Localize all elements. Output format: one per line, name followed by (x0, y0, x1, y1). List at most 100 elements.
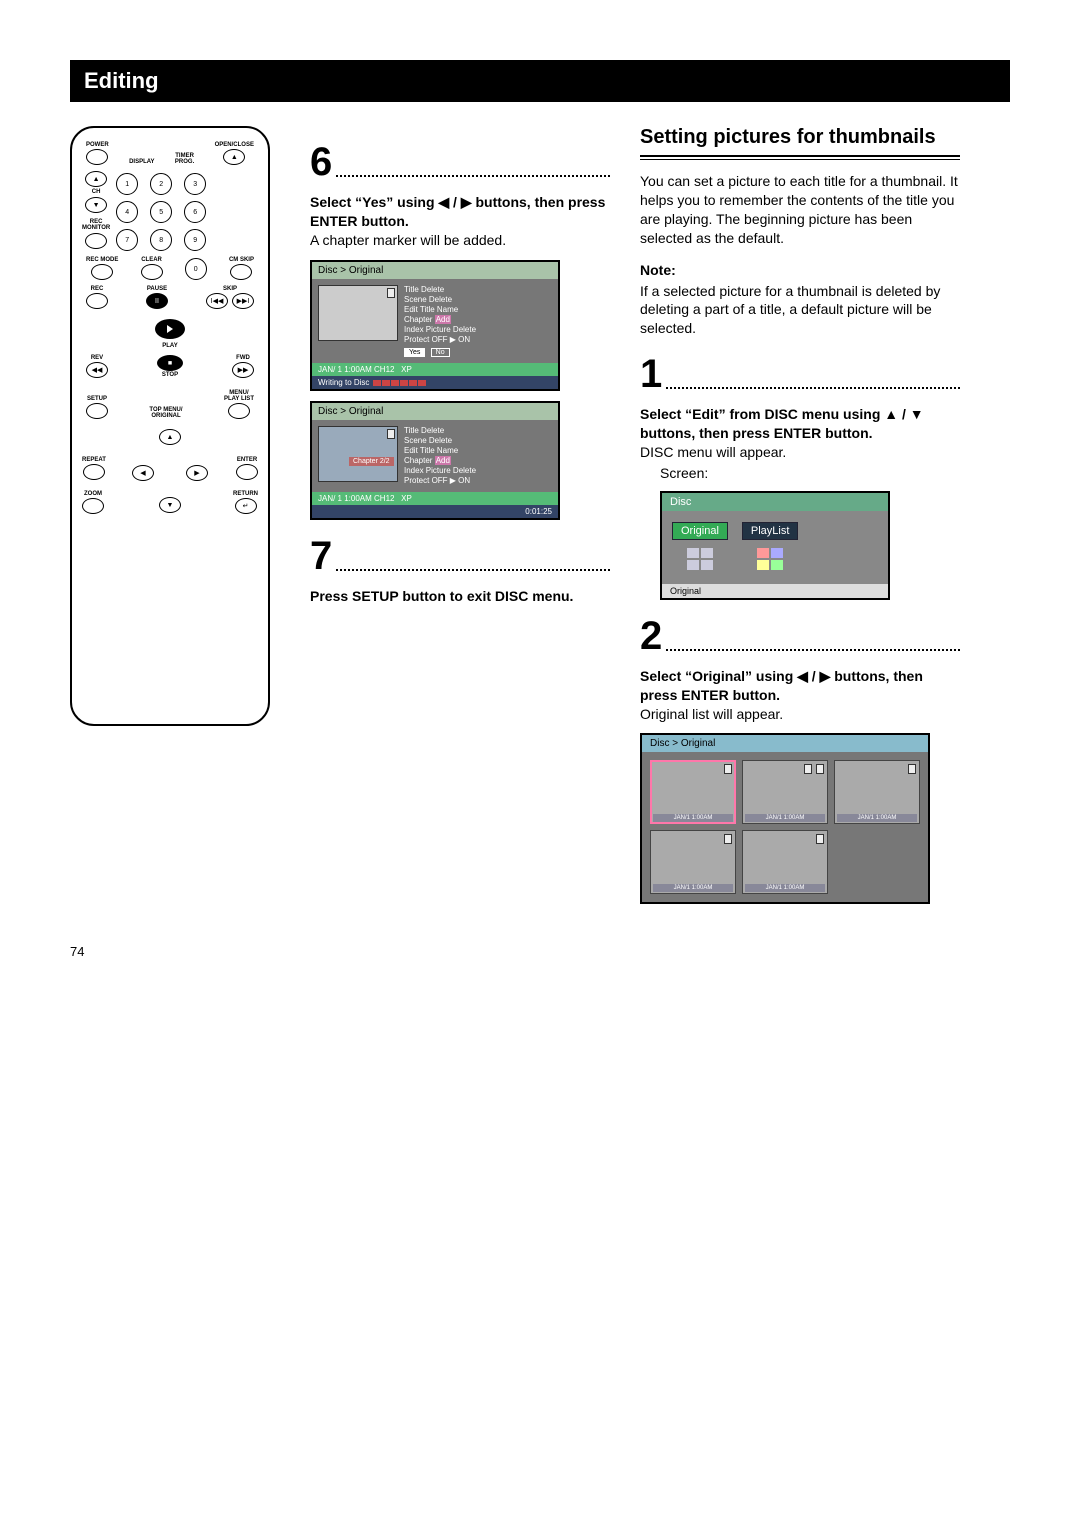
pause-label: PAUSE (147, 286, 167, 292)
skip-back-button[interactable]: I◀◀ (206, 293, 228, 309)
num-1[interactable]: 1 (116, 173, 138, 195)
play-label: PLAY (82, 343, 258, 349)
skip-fwd-button[interactable]: ▶▶I (232, 293, 254, 309)
num-7[interactable]: 7 (116, 229, 138, 251)
item-tag-icon (816, 764, 824, 774)
display-label: DISPLAY (129, 159, 154, 165)
clear-button[interactable] (141, 264, 163, 280)
osd-menu-item: Edit Title Name (404, 446, 476, 456)
osd-menu-item: Edit Title Name (404, 305, 476, 315)
setup-button[interactable] (86, 403, 108, 419)
osd2-title: Disc > Original (312, 403, 558, 420)
cmskip-label: CM SKIP (229, 257, 254, 263)
osd-yes[interactable]: Yes (404, 348, 425, 357)
zoom-label: ZOOM (84, 491, 102, 497)
setup-label: SETUP (87, 396, 107, 402)
disc-option-playlist[interactable]: PlayList (742, 521, 799, 574)
skip-label: SKIP (223, 286, 237, 292)
osd-panel-2: Disc > Original Chapter 2/2 Title Delete… (310, 401, 560, 520)
zoom-button[interactable] (82, 498, 104, 514)
dotline (336, 175, 610, 177)
dotline (336, 569, 610, 571)
osd-menu-item: Index Picture Delete (404, 466, 476, 476)
num-3[interactable]: 3 (184, 173, 206, 195)
ch-label: CH (92, 189, 101, 195)
item-tag-icon (724, 834, 732, 844)
repeat-button[interactable] (83, 464, 105, 480)
screen-label: Screen: (660, 464, 960, 483)
section-header: Editing (70, 60, 1010, 102)
item-label: JAN/1 1:00AM (745, 884, 825, 892)
osd1-menu: Title Delete Scene Delete Edit Title Nam… (404, 285, 476, 358)
osd-menu-item: Protect OFF ▶ ON (404, 476, 476, 486)
power-label: POWER (86, 142, 109, 148)
fwd-label: FWD (236, 355, 250, 361)
osd2-duration: 0:01:25 (312, 505, 558, 518)
original-item[interactable]: JAN/1 1:00AM (650, 760, 736, 824)
enter-button[interactable] (236, 464, 258, 480)
step-2-body: Original list will appear. (640, 705, 960, 724)
item-label: JAN/1 1:00AM (653, 884, 733, 892)
power-button[interactable] (86, 149, 108, 165)
rec-button[interactable] (86, 293, 108, 309)
rec-label: REC (91, 286, 104, 292)
disc-menu-footer: Original (662, 584, 888, 598)
nav-right-button[interactable]: ▶ (186, 465, 208, 481)
play-button[interactable] (155, 319, 185, 339)
original-item[interactable]: JAN/1 1:00AM (650, 830, 736, 894)
thumb-tag-icon (387, 288, 395, 298)
playlist-grid-icon (757, 548, 783, 570)
main-layout: POWER DISPLAY TIMER PROG. OPEN/CLOSE▲ ▲ … (70, 126, 1010, 904)
original-item[interactable]: JAN/1 1:00AM (742, 830, 828, 894)
original-list-panel: Disc > Original JAN/1 1:00AM JAN/1 1:00A… (640, 733, 930, 904)
osd1-writing: Writing to Disc (312, 376, 558, 389)
recmode-button[interactable] (91, 264, 113, 280)
openclose-button[interactable]: ▲ (223, 149, 245, 165)
step-6-instruction: Select “Yes” using ◀ / ▶ buttons, then p… (310, 193, 610, 231)
cmskip-button[interactable] (230, 264, 252, 280)
item-label: JAN/1 1:00AM (653, 814, 733, 822)
stop-button[interactable]: ■ (157, 355, 183, 371)
item-tag-icon (816, 834, 824, 844)
menu-button[interactable] (228, 403, 250, 419)
nav-down-button[interactable]: ▼ (159, 497, 181, 513)
osd1-thumbnail (318, 285, 398, 341)
recmonitor-button[interactable] (85, 233, 107, 249)
original-item[interactable]: JAN/1 1:00AM (742, 760, 828, 824)
disc-menu-header: Disc (662, 493, 888, 511)
fwd-button[interactable]: ▶▶ (232, 362, 254, 378)
nav-left-button[interactable]: ◀ (132, 465, 154, 481)
note-body: If a selected picture for a thumbnail is… (640, 282, 960, 339)
disc-option-original[interactable]: Original (672, 521, 728, 574)
num-8[interactable]: 8 (150, 229, 172, 251)
rev-button[interactable]: ◀◀ (86, 362, 108, 378)
osd2-footer: JAN/ 1 1:00AM CH12 XP (312, 492, 558, 505)
num-0[interactable]: 0 (185, 258, 207, 280)
enter-label: ENTER (237, 457, 257, 463)
dotline (666, 387, 960, 389)
stop-label: STOP (162, 372, 178, 378)
osd-menu-item: Scene Delete (404, 295, 476, 305)
original-item[interactable]: JAN/1 1:00AM (834, 760, 920, 824)
recmode-label: REC MODE (86, 257, 118, 263)
ch-down-button[interactable]: ▼ (85, 197, 107, 213)
num-5[interactable]: 5 (150, 201, 172, 223)
topmenu-label: TOP MENU/ ORIGINAL (149, 407, 182, 419)
ch-up-button[interactable]: ▲ (85, 171, 107, 187)
nav-up-button[interactable]: ▲ (159, 429, 181, 445)
middle-column: 6 Select “Yes” using ◀ / ▶ buttons, then… (310, 126, 610, 904)
recmon-label: REC MONITOR (82, 219, 110, 231)
timer-label: TIMER PROG. (175, 153, 194, 165)
num-4[interactable]: 4 (116, 201, 138, 223)
original-item-empty (834, 830, 920, 894)
num-9[interactable]: 9 (184, 229, 206, 251)
return-button[interactable]: ↵ (235, 498, 257, 514)
num-6[interactable]: 6 (184, 201, 206, 223)
pause-button[interactable]: II (146, 293, 168, 309)
osd-no[interactable]: No (431, 348, 450, 357)
num-2[interactable]: 2 (150, 173, 172, 195)
heading-underline (640, 155, 960, 160)
osd-menu-item: Index Picture Delete (404, 325, 476, 335)
item-tag-icon (804, 764, 812, 774)
dotline (666, 649, 960, 651)
